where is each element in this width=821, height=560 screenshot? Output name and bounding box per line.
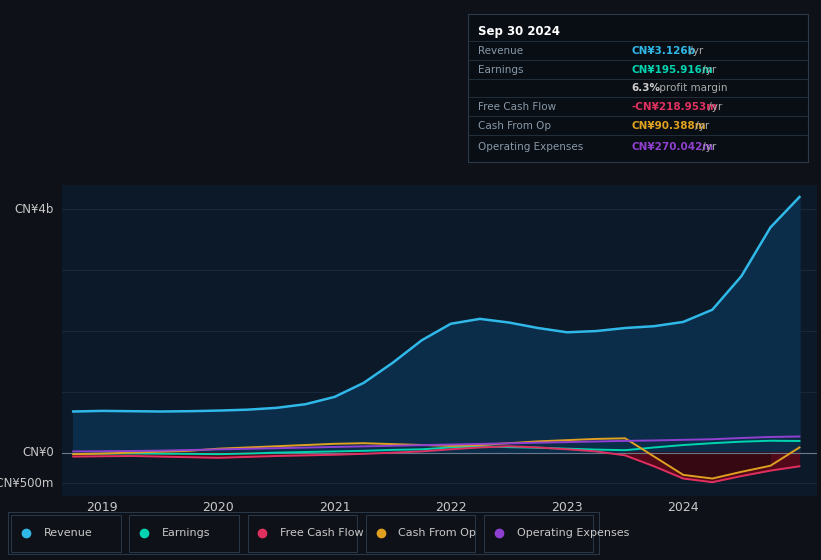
Text: profit margin: profit margin [656, 83, 727, 93]
Text: /yr: /yr [692, 122, 709, 132]
Text: CN¥195.916m: CN¥195.916m [631, 66, 713, 75]
Text: Free Cash Flow: Free Cash Flow [478, 102, 557, 112]
Text: CN¥4b: CN¥4b [15, 203, 54, 216]
Text: Earnings: Earnings [478, 66, 524, 75]
Text: Operating Expenses: Operating Expenses [478, 142, 584, 152]
Text: CN¥270.042m: CN¥270.042m [631, 142, 713, 152]
Text: Revenue: Revenue [478, 46, 523, 56]
Text: CN¥90.388m: CN¥90.388m [631, 122, 706, 132]
Text: /yr: /yr [699, 66, 716, 75]
Text: Cash From Op: Cash From Op [398, 529, 476, 538]
Text: /yr: /yr [686, 46, 704, 56]
Text: Free Cash Flow: Free Cash Flow [280, 529, 364, 538]
Text: -CN¥218.953m: -CN¥218.953m [631, 102, 718, 112]
Text: Earnings: Earnings [162, 529, 210, 538]
Text: /yr: /yr [699, 142, 716, 152]
Text: -CN¥500m: -CN¥500m [0, 477, 54, 490]
Text: Operating Expenses: Operating Expenses [516, 529, 629, 538]
Text: Revenue: Revenue [44, 529, 93, 538]
Text: CN¥0: CN¥0 [22, 446, 54, 459]
Text: CN¥3.126b: CN¥3.126b [631, 46, 695, 56]
Text: 6.3%: 6.3% [631, 83, 660, 93]
Text: Cash From Op: Cash From Op [478, 122, 551, 132]
Text: Sep 30 2024: Sep 30 2024 [478, 25, 560, 38]
Text: /yr: /yr [704, 102, 722, 112]
